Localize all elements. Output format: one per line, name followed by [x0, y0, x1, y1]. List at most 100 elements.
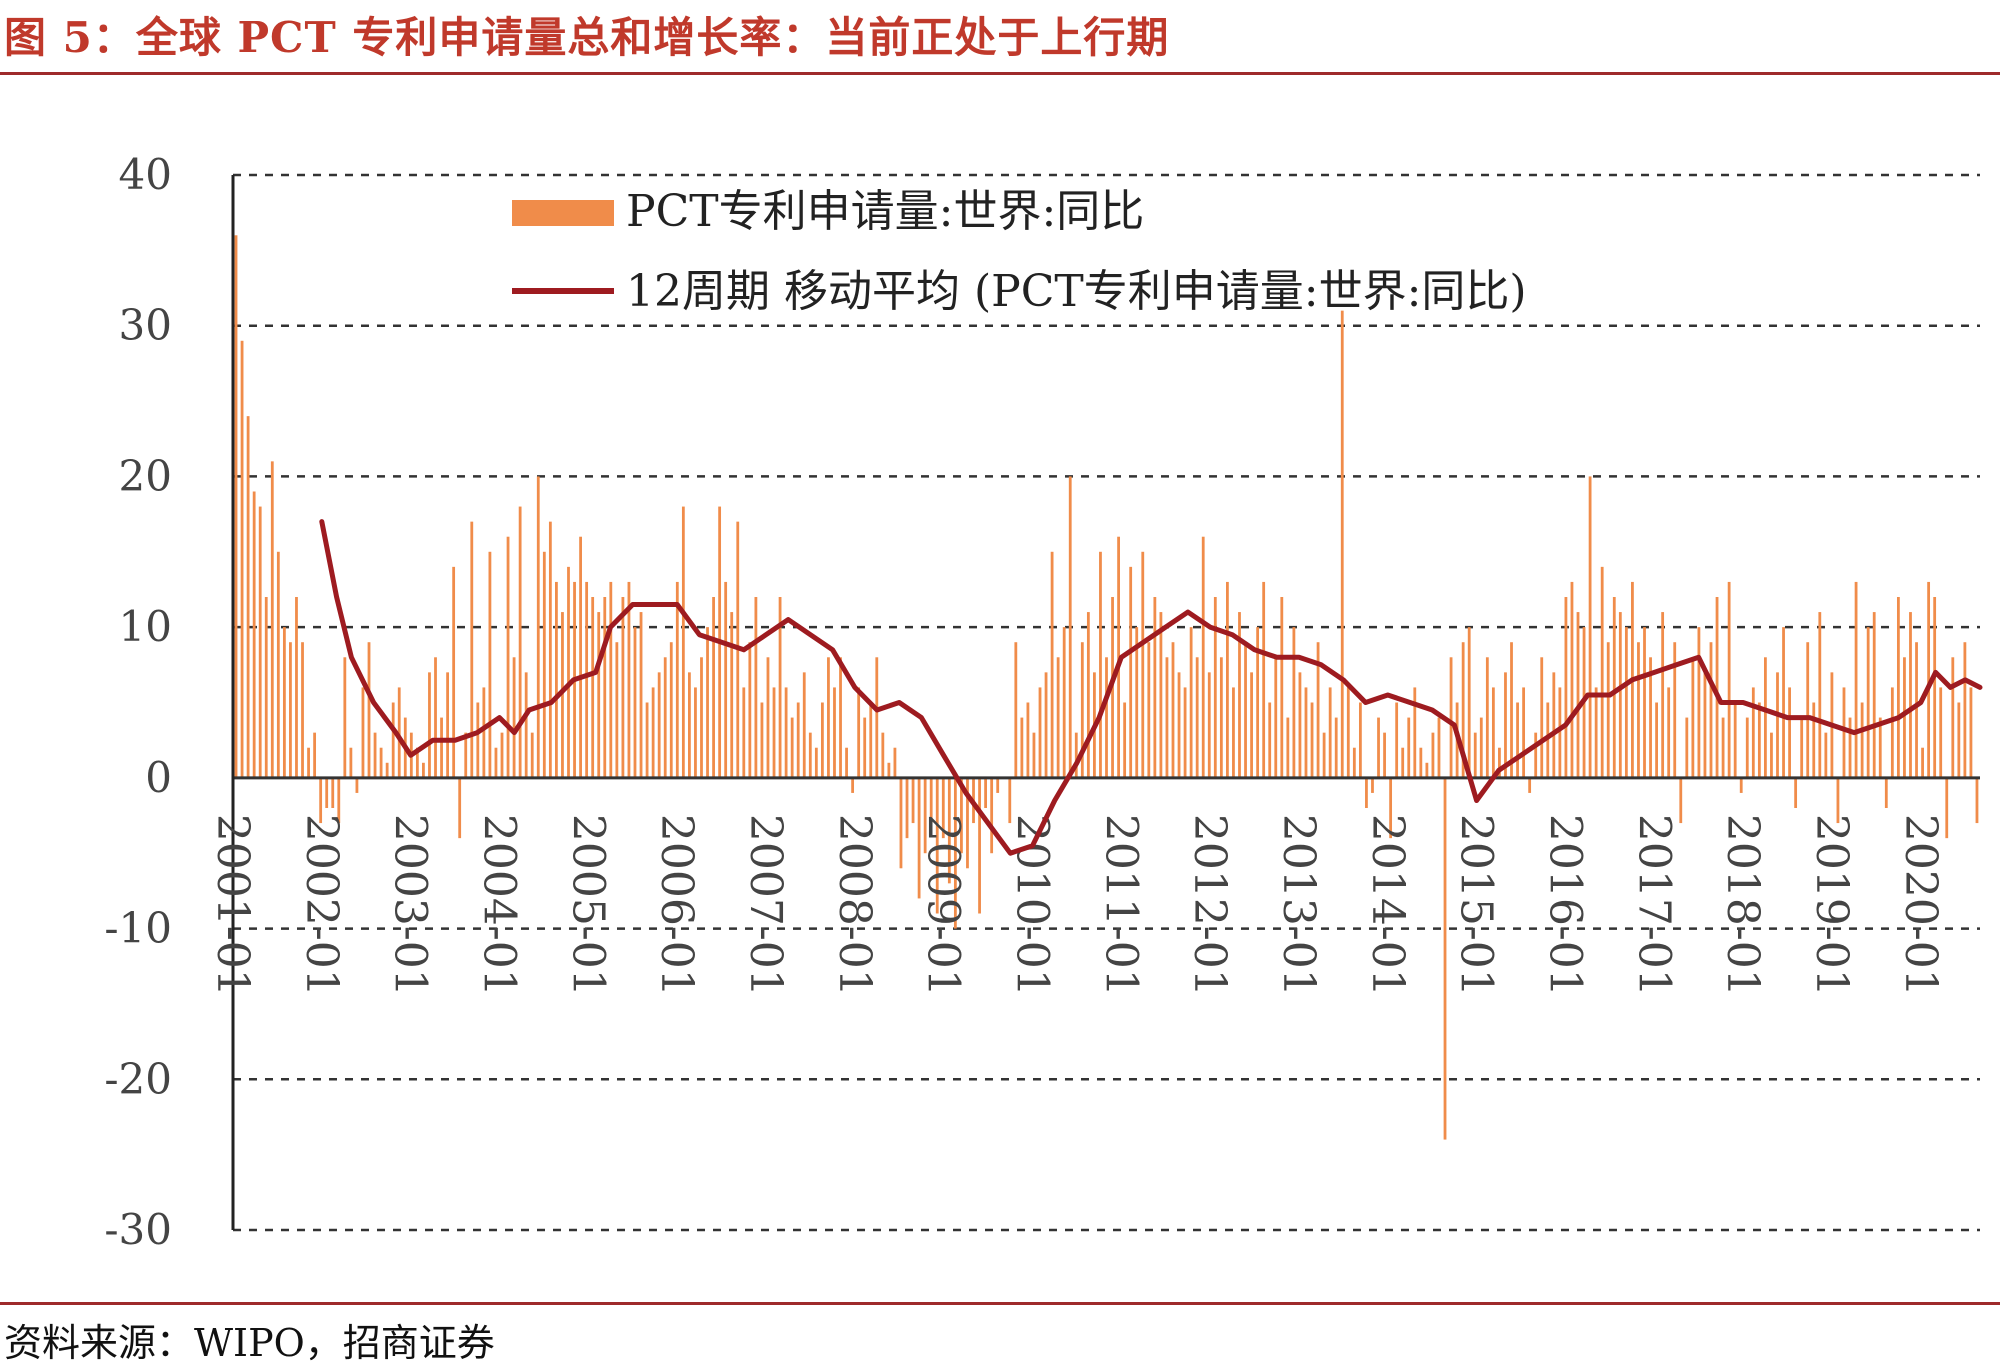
bar — [724, 581, 728, 778]
bar — [1123, 702, 1127, 778]
bar — [1062, 627, 1066, 778]
bar — [1105, 657, 1108, 778]
bar — [1340, 310, 1344, 778]
bar — [1945, 777, 1949, 839]
bar — [585, 581, 589, 778]
bar — [1715, 597, 1719, 778]
bar — [1310, 702, 1314, 778]
bar — [1860, 702, 1864, 778]
bar — [1884, 777, 1888, 808]
bar — [1751, 687, 1755, 778]
bar — [766, 657, 770, 778]
bar — [1086, 612, 1090, 778]
bar — [663, 657, 667, 778]
bar — [1020, 717, 1024, 778]
bar — [289, 642, 292, 778]
bar — [694, 687, 697, 778]
bar — [790, 717, 794, 778]
bar — [1358, 702, 1362, 778]
bar — [373, 732, 377, 778]
bar — [1540, 657, 1544, 778]
bar — [1068, 476, 1072, 778]
bar — [1733, 702, 1737, 778]
bar — [1437, 717, 1441, 778]
bar — [1776, 672, 1779, 778]
bar — [1401, 747, 1405, 778]
bar — [1727, 581, 1731, 778]
y-tick-label: 0 — [145, 753, 172, 802]
bar — [440, 717, 443, 778]
bar — [1812, 702, 1816, 778]
bar — [561, 612, 564, 778]
bar — [1558, 687, 1562, 778]
bar — [996, 777, 1000, 793]
bar — [802, 672, 806, 778]
bar — [1691, 657, 1695, 778]
bar — [506, 536, 510, 778]
bar — [1147, 642, 1151, 778]
bar — [1522, 687, 1526, 778]
bar — [1485, 657, 1489, 778]
bar — [1498, 747, 1501, 778]
bar — [1890, 687, 1894, 778]
bar — [1461, 642, 1465, 778]
bar — [1570, 581, 1574, 778]
bar — [1975, 777, 1979, 824]
bar — [1842, 687, 1846, 778]
line-layer — [319, 519, 1983, 856]
bar — [1697, 627, 1701, 778]
bar — [379, 747, 383, 778]
bar — [935, 777, 939, 914]
x-tick-label: 2002-01 — [296, 814, 347, 997]
bar — [899, 777, 903, 869]
bar — [1274, 657, 1278, 778]
bar — [869, 702, 873, 778]
x-tick-label: 2013-01 — [1273, 814, 1324, 997]
bar — [1764, 657, 1767, 778]
bar — [1201, 536, 1205, 778]
bar — [1618, 612, 1622, 778]
bar — [246, 416, 250, 778]
bar — [1165, 657, 1169, 778]
bar — [1213, 597, 1217, 778]
bar — [258, 506, 262, 778]
bar — [1250, 672, 1253, 778]
bar — [1413, 687, 1417, 778]
bar — [524, 672, 528, 778]
bar — [252, 491, 256, 778]
bar — [579, 536, 582, 778]
bar — [863, 717, 867, 778]
bar — [609, 581, 613, 778]
x-tick-label: 2020-01 — [1895, 814, 1946, 997]
bar — [488, 551, 492, 778]
bar — [947, 777, 951, 884]
bar — [990, 777, 994, 854]
bar — [367, 642, 371, 778]
bar — [1304, 687, 1308, 778]
bar — [1189, 627, 1193, 778]
bar — [808, 732, 812, 778]
bar — [422, 762, 425, 778]
bar — [591, 597, 595, 778]
bar — [1788, 687, 1791, 778]
bar — [1467, 627, 1471, 778]
bar — [833, 687, 836, 778]
bar — [391, 702, 395, 778]
bar — [1026, 702, 1030, 778]
bar — [1872, 612, 1876, 778]
bar — [1346, 687, 1350, 778]
bar — [295, 597, 298, 778]
bar — [742, 687, 746, 778]
bar — [1915, 642, 1918, 778]
bar — [1038, 687, 1042, 778]
bar — [1679, 777, 1683, 824]
bar — [1443, 777, 1447, 1140]
bar — [1117, 536, 1120, 778]
bar — [875, 657, 879, 778]
bar — [446, 672, 449, 778]
bar — [681, 506, 685, 778]
bar — [1854, 581, 1858, 778]
x-tick-label: 2008-01 — [829, 814, 880, 997]
x-tick-label: 2007-01 — [740, 814, 791, 997]
bar — [1419, 747, 1423, 778]
